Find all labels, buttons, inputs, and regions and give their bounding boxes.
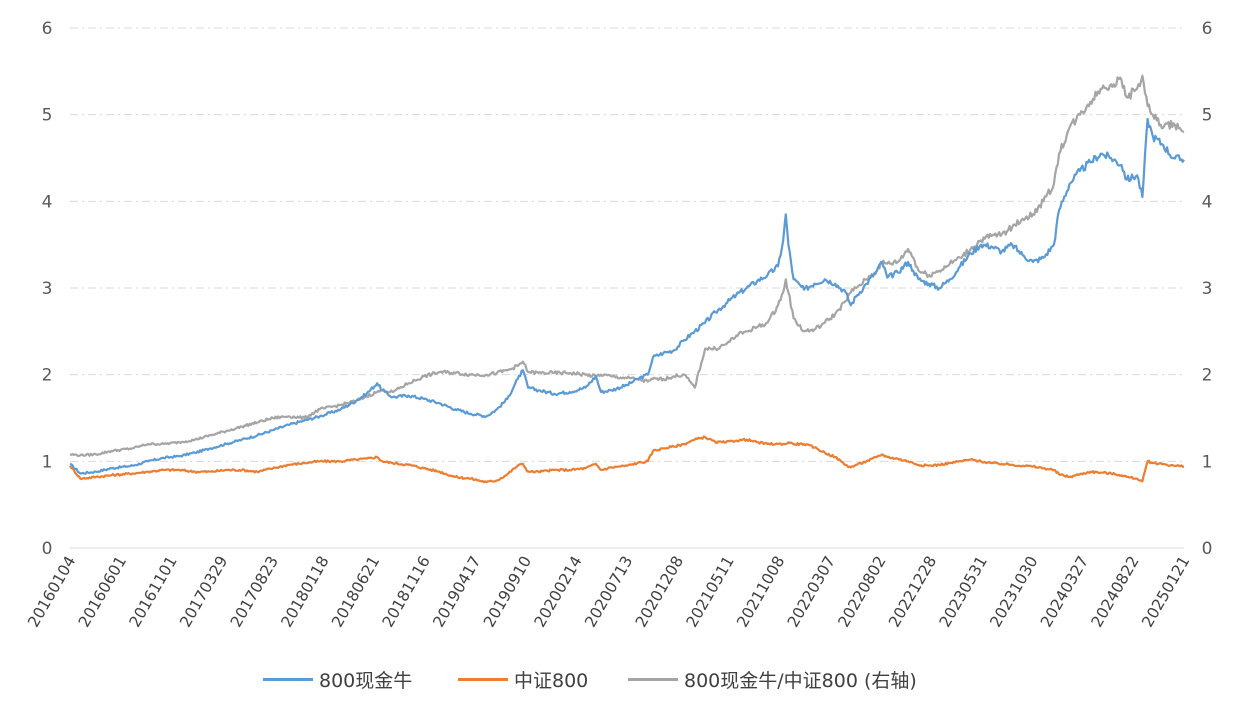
x-tick-label: 20190417 bbox=[430, 553, 485, 630]
x-tick-label: 20201208 bbox=[632, 553, 687, 630]
y-tick-left: 3 bbox=[42, 279, 53, 299]
x-tick-label: 20250121 bbox=[1138, 553, 1193, 630]
y-axis-left-ticks: 0 1 2 3 4 5 6 bbox=[42, 19, 53, 559]
legend-swatch-series-3 bbox=[628, 677, 678, 681]
x-tick-label: 20190910 bbox=[480, 553, 535, 630]
y-tick-left: 1 bbox=[42, 452, 53, 472]
x-tick-label: 20180621 bbox=[328, 553, 383, 630]
series-lines bbox=[69, 74, 1185, 484]
y-axis-right-ticks: 0 1 2 3 4 5 6 bbox=[1202, 19, 1213, 559]
grid-lines bbox=[70, 27, 1184, 462]
y-tick-left: 5 bbox=[42, 106, 53, 126]
legend-item-series-3: 800现金牛/中证800 (右轴) bbox=[628, 664, 917, 694]
x-tick-label: 20181116 bbox=[379, 553, 434, 630]
legend-label-series-1: 800现金牛 bbox=[319, 669, 413, 692]
x-tick-label: 20221228 bbox=[885, 553, 940, 630]
x-axis-ticks: 2016010420160601201611012017032920170823… bbox=[24, 553, 1193, 630]
x-tick-label: 20211008 bbox=[733, 553, 788, 630]
legend-label-series-2: 中证800 bbox=[514, 669, 589, 692]
y-tick-right: 1 bbox=[1202, 452, 1213, 472]
y-tick-right: 3 bbox=[1202, 279, 1213, 299]
y-tick-left: 0 bbox=[42, 539, 53, 559]
x-tick-label: 20160601 bbox=[75, 553, 130, 630]
series-line-2 bbox=[69, 435, 1185, 484]
y-tick-left: 2 bbox=[42, 366, 53, 386]
y-tick-right: 2 bbox=[1202, 366, 1213, 386]
x-tick-label: 20200713 bbox=[581, 553, 636, 630]
series-line-3 bbox=[69, 74, 1185, 458]
x-tick-label: 20240822 bbox=[1088, 553, 1143, 630]
legend-label-series-3: 800现金牛/中证800 (右轴) bbox=[684, 669, 917, 692]
x-tick-label: 20210511 bbox=[683, 553, 738, 630]
x-tick-label: 20231030 bbox=[987, 553, 1042, 630]
x-tick-label: 20220307 bbox=[784, 553, 839, 630]
legend-item-series-2: 中证800 bbox=[458, 664, 588, 694]
x-tick-label: 20160104 bbox=[24, 553, 79, 630]
y-tick-right: 5 bbox=[1202, 106, 1213, 126]
y-tick-left: 4 bbox=[42, 192, 53, 212]
x-tick-label: 20230531 bbox=[936, 553, 991, 630]
legend-swatch-series-2 bbox=[458, 677, 508, 681]
x-tick-label: 20200214 bbox=[531, 553, 586, 630]
legend-swatch-series-1 bbox=[263, 677, 313, 681]
y-tick-left: 6 bbox=[42, 19, 53, 39]
x-tick-label: 20170823 bbox=[227, 553, 282, 630]
x-tick-label: 20170329 bbox=[176, 553, 231, 630]
x-tick-label: 20240327 bbox=[1037, 553, 1092, 630]
legend-item-series-1: 800现金牛 bbox=[263, 664, 412, 694]
y-tick-right: 6 bbox=[1202, 19, 1213, 39]
legend: 800现金牛 中证800 800现金牛/中证800 (右轴) bbox=[0, 664, 1233, 694]
x-tick-label: 20180118 bbox=[278, 553, 333, 630]
y-tick-right: 4 bbox=[1202, 192, 1213, 212]
x-tick-label: 20220802 bbox=[835, 553, 890, 630]
y-tick-right: 0 bbox=[1202, 539, 1213, 559]
x-tick-label: 20161101 bbox=[126, 553, 181, 630]
series-line-1 bbox=[69, 117, 1185, 475]
